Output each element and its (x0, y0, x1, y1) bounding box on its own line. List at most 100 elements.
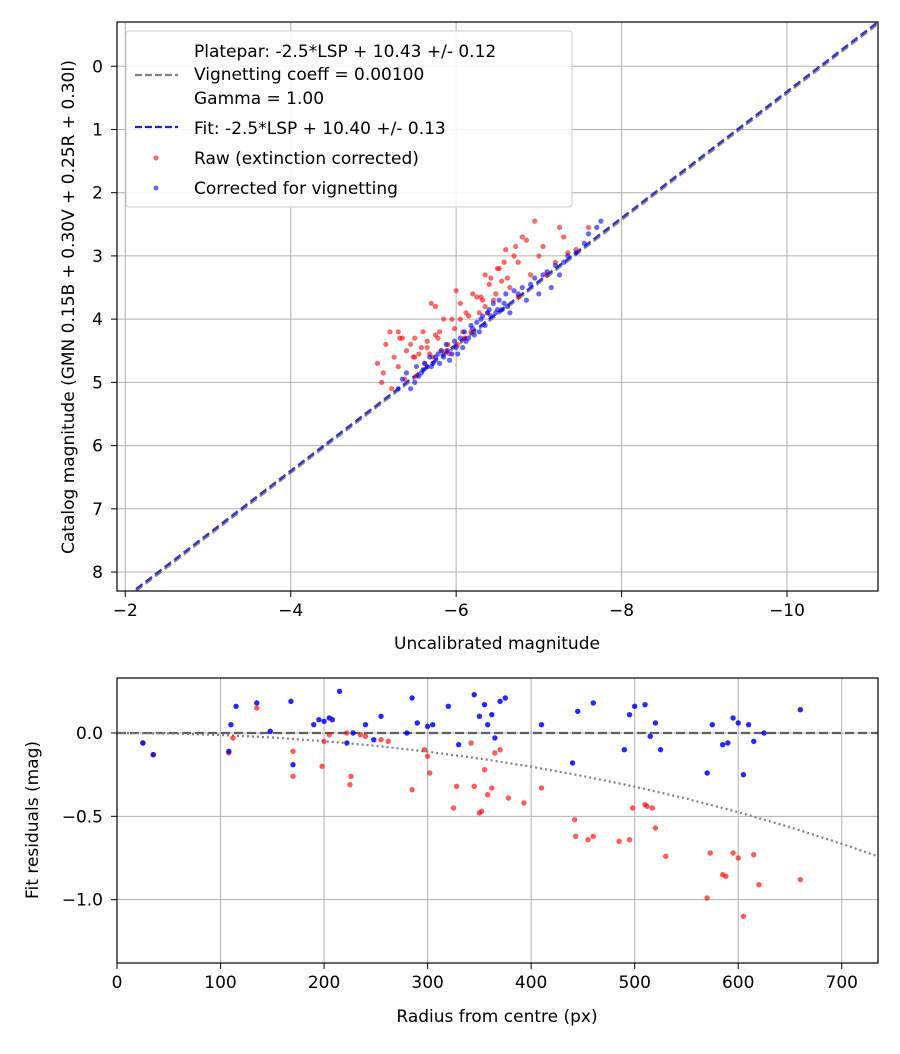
residual-corrected-point (316, 716, 322, 723)
residual-corrected-point (233, 703, 239, 710)
top-y-tick-label: 8 (92, 563, 103, 583)
corrected-point (443, 341, 449, 348)
platepar-line (134, 22, 878, 591)
bottom-data-points (140, 688, 804, 920)
residual-raw-point (497, 746, 503, 753)
residual-raw-point (450, 805, 457, 811)
raw-point (504, 275, 511, 281)
residual-raw-point (421, 746, 428, 753)
corrected-point (504, 303, 511, 310)
residual-raw-point (572, 833, 579, 840)
raw-point (374, 360, 381, 366)
corrected-point (395, 386, 401, 392)
raw-point (412, 354, 418, 360)
residual-raw-point (326, 731, 332, 738)
raw-point (395, 329, 401, 335)
fit-line (131, 22, 878, 591)
corrected-point (503, 291, 509, 297)
bottom-y-axis-label: Fit residuals (mag) (23, 741, 43, 899)
residual-corrected-point (311, 721, 317, 728)
residual-corrected-point (735, 720, 741, 726)
residual-raw-point (481, 766, 488, 773)
raw-point (523, 237, 530, 243)
residual-raw-point (571, 816, 578, 823)
raw-point (408, 341, 414, 348)
residual-corrected-point (657, 746, 664, 753)
raw-point (457, 300, 463, 306)
top-y-tick-label: 2 (92, 184, 103, 204)
raw-point (418, 344, 424, 351)
top-x-tick-label: −4 (278, 601, 303, 621)
corrected-point (556, 272, 563, 278)
corrected-point (532, 275, 538, 281)
top-x-tick-label: −6 (444, 601, 469, 621)
residual-raw-point (453, 783, 460, 790)
residual-corrected-point (631, 703, 638, 710)
residual-corrected-point (476, 713, 483, 720)
residual-corrected-point (455, 741, 462, 748)
raw-point (387, 329, 393, 335)
raw-point (432, 303, 439, 310)
corrected-point (536, 291, 542, 297)
residual-raw-point (471, 783, 477, 790)
residual-corrected-point (362, 721, 369, 728)
raw-point (453, 288, 459, 294)
raw-point (428, 300, 434, 306)
raw-point (556, 224, 563, 231)
corrected-point (511, 288, 517, 294)
top-y-tick-label: 5 (92, 373, 103, 393)
corrected-point (501, 300, 507, 306)
residual-corrected-point (350, 730, 356, 736)
residual-corrected-point (481, 701, 488, 708)
corrected-point (441, 354, 447, 360)
residual-raw-point (616, 838, 622, 845)
raw-point (499, 278, 505, 284)
residual-raw-point (538, 785, 545, 791)
residual-corrected-point (424, 723, 431, 730)
bottom-x-tick-label: 0 (112, 973, 123, 993)
corrected-point (457, 335, 463, 341)
legend-platepar-label: Platepar: -2.5*LSP + 10.43 +/- 0.12 (194, 42, 496, 62)
corrected-point (496, 297, 502, 303)
raw-point (441, 316, 447, 322)
residual-corrected-point (414, 720, 420, 726)
legend-fit-label: Fit: -2.5*LSP + 10.40 +/- 0.13 (194, 119, 446, 139)
residual-raw-point (378, 736, 384, 743)
legend-box (125, 30, 573, 208)
residual-corrected-point (647, 733, 653, 740)
raw-point (476, 310, 482, 316)
residual-raw-point (740, 913, 747, 920)
top-y-tick-label: 0 (92, 57, 103, 77)
residual-corrected-point (409, 695, 415, 701)
corrected-point (507, 310, 513, 316)
residual-corrected-point (484, 721, 491, 728)
corrected-point (455, 351, 461, 357)
corrected-point (494, 307, 501, 313)
raw-point (389, 386, 395, 392)
raw-point (482, 303, 488, 310)
corrected-point (480, 313, 486, 319)
raw-point (420, 329, 426, 335)
top-x-axis-label: Uncalibrated magnitude (394, 634, 600, 654)
top-y-tick-label: 1 (92, 120, 103, 140)
top-x-tick-label: −10 (769, 601, 805, 621)
raw-point (482, 272, 488, 278)
corrected-point (438, 348, 444, 354)
corrected-point (515, 291, 521, 297)
residual-corrected-point (336, 688, 343, 695)
residual-raw-point (585, 836, 591, 843)
corrected-point (436, 360, 443, 366)
residual-corrected-point (228, 721, 234, 728)
top-y-tick-label: 7 (92, 500, 103, 520)
bottom-y-tick-label: −1.0 (62, 891, 103, 911)
corrected-point (476, 329, 482, 335)
corrected-point (435, 351, 441, 357)
legend-corrected-marker (153, 185, 159, 191)
residual-corrected-point (267, 728, 273, 735)
residual-raw-point (385, 738, 391, 745)
residual-corrected-point (621, 746, 628, 753)
residual-corrected-point (371, 736, 377, 743)
corrected-point (460, 344, 466, 351)
raw-point (507, 284, 513, 291)
residual-corrected-point (344, 740, 350, 746)
